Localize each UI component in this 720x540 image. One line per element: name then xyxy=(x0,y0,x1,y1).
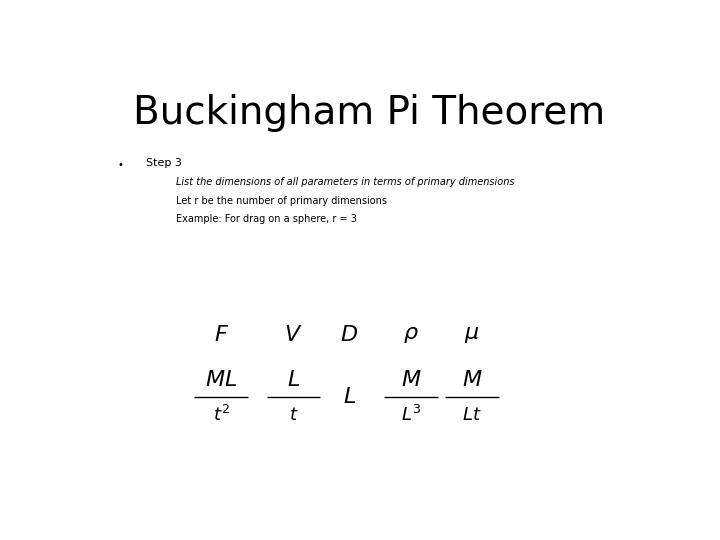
Text: $\mu$: $\mu$ xyxy=(464,325,480,345)
Text: $ML$: $ML$ xyxy=(205,370,238,390)
Text: Step 3: Step 3 xyxy=(145,158,181,168)
Text: List the dimensions of all parameters in terms of primary dimensions: List the dimensions of all parameters in… xyxy=(176,177,515,187)
Text: $Lt$: $Lt$ xyxy=(462,406,482,424)
Text: $L$: $L$ xyxy=(343,387,356,408)
Text: $M$: $M$ xyxy=(400,370,421,390)
Text: Example: For drag on a sphere, r = 3: Example: For drag on a sphere, r = 3 xyxy=(176,214,357,225)
Text: Buckingham Pi Theorem: Buckingham Pi Theorem xyxy=(133,94,605,132)
Text: •: • xyxy=(118,160,124,171)
Text: $t$: $t$ xyxy=(289,406,299,424)
Text: $M$: $M$ xyxy=(462,370,482,390)
Text: $V$: $V$ xyxy=(284,325,303,345)
Text: $L$: $L$ xyxy=(287,370,300,390)
Text: $D$: $D$ xyxy=(341,325,359,345)
Text: $F$: $F$ xyxy=(214,325,229,345)
Text: $L^{3}$: $L^{3}$ xyxy=(401,405,421,425)
Text: Let r be the number of primary dimensions: Let r be the number of primary dimension… xyxy=(176,196,387,206)
Text: $\rho$: $\rho$ xyxy=(403,325,419,345)
Text: $t^{2}$: $t^{2}$ xyxy=(212,405,230,425)
